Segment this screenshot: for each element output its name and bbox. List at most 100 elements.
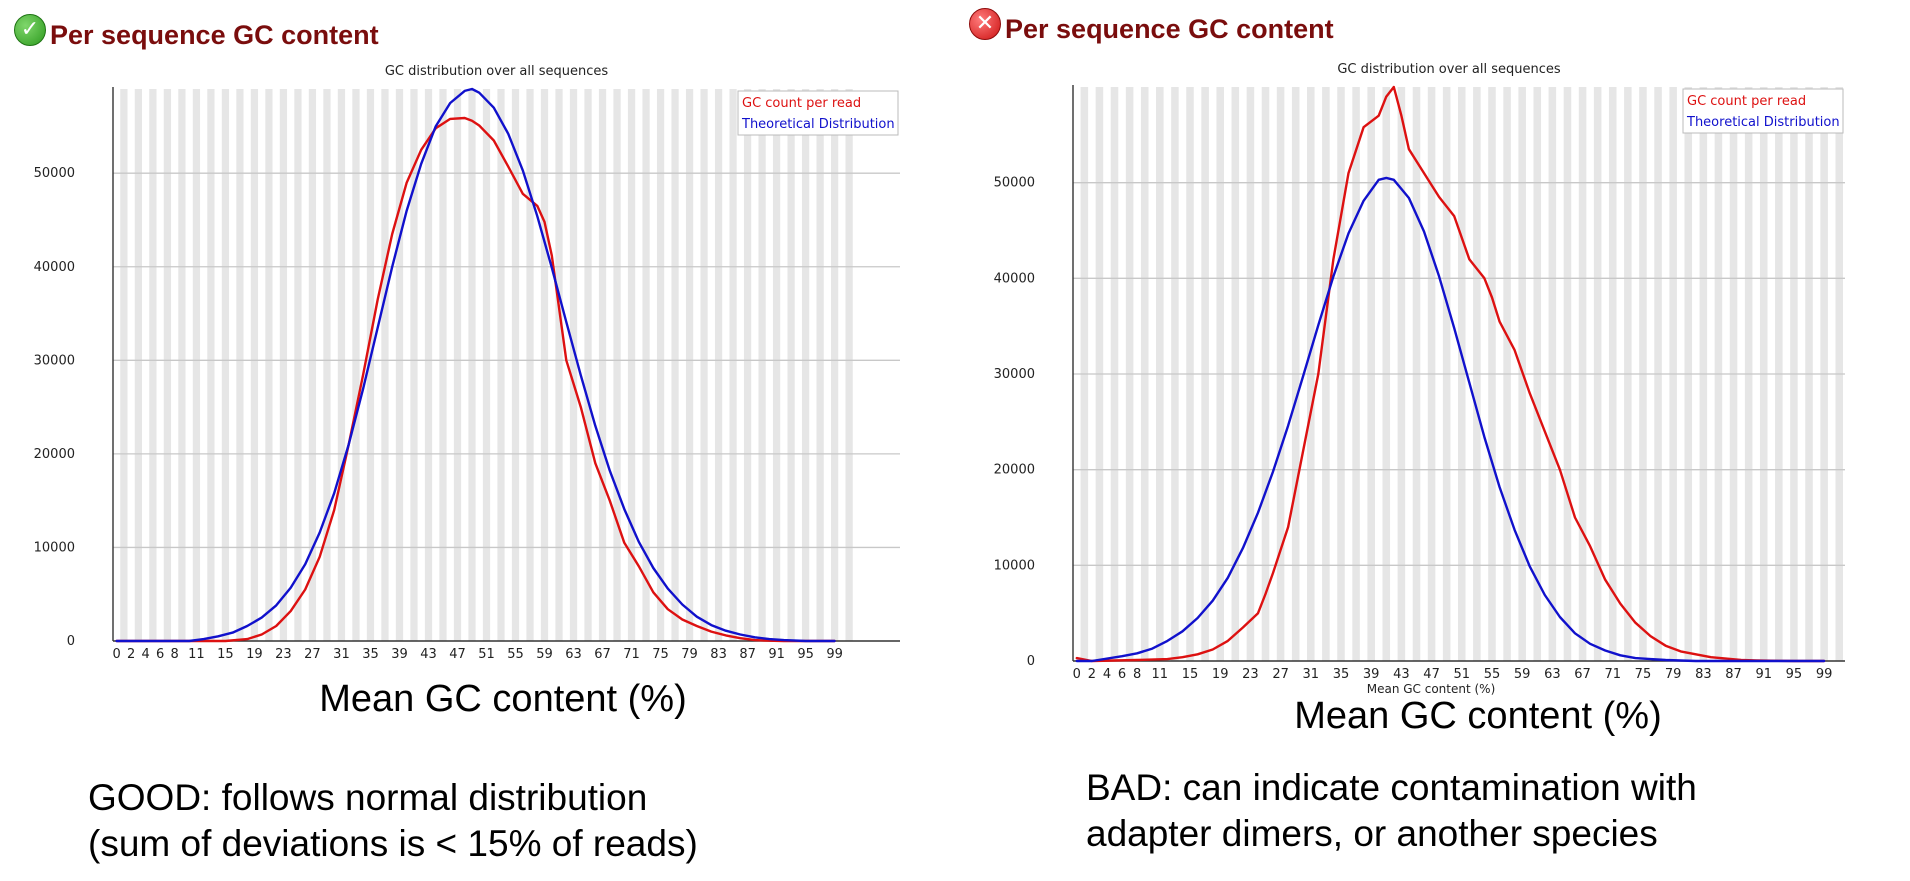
x-tick-label: 59 (536, 647, 553, 662)
x-circle-icon: ✕ (969, 7, 1001, 40)
x-tick-label: 47 (449, 647, 466, 662)
x-tick-label: 19 (1212, 667, 1229, 682)
x-tick-label: 23 (1242, 667, 1259, 682)
panel-bad: 0 10000 20000 30000 40000 50000 0 2 4 6 8 11 15 19 23 2… (955, 0, 1910, 881)
x-tick-label: 83 (710, 647, 727, 662)
y-tick-label: 20000 (34, 447, 75, 462)
y-tick-label: 0 (67, 634, 75, 649)
x-tick-label: 87 (739, 647, 756, 662)
legend-entry: GC count per read (1687, 94, 1806, 109)
x-tick-label: 91 (1755, 667, 1772, 682)
verdict-note-line: BAD: can indicate contamination with (1086, 767, 1697, 808)
x-tick-label: 59 (1514, 667, 1531, 682)
x-tick-label: 4 (141, 647, 149, 662)
plot-background (120, 89, 853, 641)
series-line (115, 116, 836, 643)
x-tick-label: 75 (1635, 667, 1652, 682)
x-tick-label: 71 (1604, 667, 1621, 682)
module-title: Per sequence GC content (1005, 14, 1334, 44)
x-tick-label: 43 (420, 647, 437, 662)
x-tick-label: 6 (156, 647, 164, 662)
verdict-note: BAD: can indicate contamination with ada… (1086, 765, 1697, 857)
legend-box (737, 90, 899, 136)
y-tick-label: 0 (1027, 654, 1035, 669)
caption-xlabel: Mean GC content (%) (1294, 695, 1662, 737)
x-tick-label: 67 (1574, 667, 1591, 682)
y-tick-label: 50000 (994, 176, 1035, 191)
x-tick-label: 99 (1816, 667, 1833, 682)
legend-entry: GC count per read (742, 96, 861, 111)
x-tick-label: 27 (304, 647, 321, 662)
x-tick-label: 8 (171, 647, 179, 662)
chart-title: GC distribution over all sequences (1337, 62, 1561, 77)
x-tick-label: 95 (797, 647, 814, 662)
x-tick-label: 47 (1423, 667, 1440, 682)
x-tick-label: 55 (1484, 667, 1501, 682)
x-tick-label: 87 (1725, 667, 1742, 682)
chart-title: GC distribution over all sequences (385, 64, 609, 79)
x-tick-label: 43 (1393, 667, 1410, 682)
x-tick-label: 4 (1103, 667, 1111, 682)
y-tick-label: 50000 (34, 166, 75, 181)
verdict-note-line: GOOD: follows normal distribution (88, 777, 648, 818)
series-line (1075, 176, 1826, 663)
x-tick-label: 8 (1133, 667, 1141, 682)
y-tick-label: 10000 (994, 558, 1035, 573)
x-tick-label: 51 (1454, 667, 1471, 682)
module-header: ✓ Per sequence GC content (14, 8, 379, 51)
x-tick-label: 63 (1544, 667, 1561, 682)
x-tick-label: 19 (246, 647, 263, 662)
x-tick-label: 0 (112, 647, 120, 662)
x-tick-label: 11 (1152, 667, 1169, 682)
legend-box (1682, 88, 1844, 134)
y-tick-label: 30000 (34, 353, 75, 368)
x-tick-label: 23 (275, 647, 292, 662)
panel-good: 0 10000 20000 30000 40000 50000 0 2 4 6 8 11 15 19 23 2… (14, 8, 900, 867)
x-tick-label: 35 (1333, 667, 1350, 682)
series-line (1075, 85, 1826, 663)
x-tick-label: 39 (391, 647, 408, 662)
verdict-note-line: adapter dimers, or another species (1086, 813, 1658, 854)
y-tick-label: 20000 (994, 463, 1035, 478)
x-tick-label: 91 (768, 647, 785, 662)
x-tick-label: 55 (507, 647, 524, 662)
x-tick-label: 99 (826, 647, 843, 662)
x-tick-label: 27 (1272, 667, 1289, 682)
x-tick-label: 83 (1695, 667, 1712, 682)
legend-entry: Theoretical Distribution (1686, 115, 1840, 130)
x-tick-label: 63 (565, 647, 582, 662)
x-tick-label: 31 (1303, 667, 1320, 682)
x-tick-label: 15 (217, 647, 234, 662)
verdict-note-line: (sum of deviations is < 15% of reads) (88, 823, 698, 864)
check-circle-icon: ✓ (14, 13, 46, 46)
series-line (115, 87, 836, 643)
x-tick-label: 51 (478, 647, 495, 662)
x-tick-label: 2 (127, 647, 135, 662)
x-tick-label: 67 (594, 647, 611, 662)
x-tick-label: 39 (1363, 667, 1380, 682)
x-tick-label: 15 (1182, 667, 1199, 682)
y-tick-label: 30000 (994, 367, 1035, 382)
caption-xlabel: Mean GC content (%) (319, 678, 687, 720)
x-tick-label: 31 (333, 647, 350, 662)
x-tick-label: 71 (623, 647, 640, 662)
y-tick-label: 40000 (34, 260, 75, 275)
y-tick-label: 40000 (994, 271, 1035, 286)
x-tick-label: 0 (1073, 667, 1081, 682)
x-tick-label: 6 (1118, 667, 1126, 682)
x-tick-label: 35 (362, 647, 379, 662)
x-tick-label: 95 (1786, 667, 1803, 682)
legend-entry: Theoretical Distribution (741, 117, 895, 132)
x-axis-label: Mean GC content (%) (1367, 682, 1496, 696)
x-tick-label: 79 (1665, 667, 1682, 682)
module-title: Per sequence GC content (50, 20, 379, 50)
module-header: ✕ Per sequence GC content (969, 2, 1334, 45)
x-tick-label: 75 (652, 647, 669, 662)
x-tick-label: 2 (1088, 667, 1096, 682)
x-tick-label: 11 (188, 647, 205, 662)
verdict-note: GOOD: follows normal distribution (sum o… (88, 775, 698, 867)
x-tick-label: 79 (681, 647, 698, 662)
y-tick-label: 10000 (34, 540, 75, 555)
